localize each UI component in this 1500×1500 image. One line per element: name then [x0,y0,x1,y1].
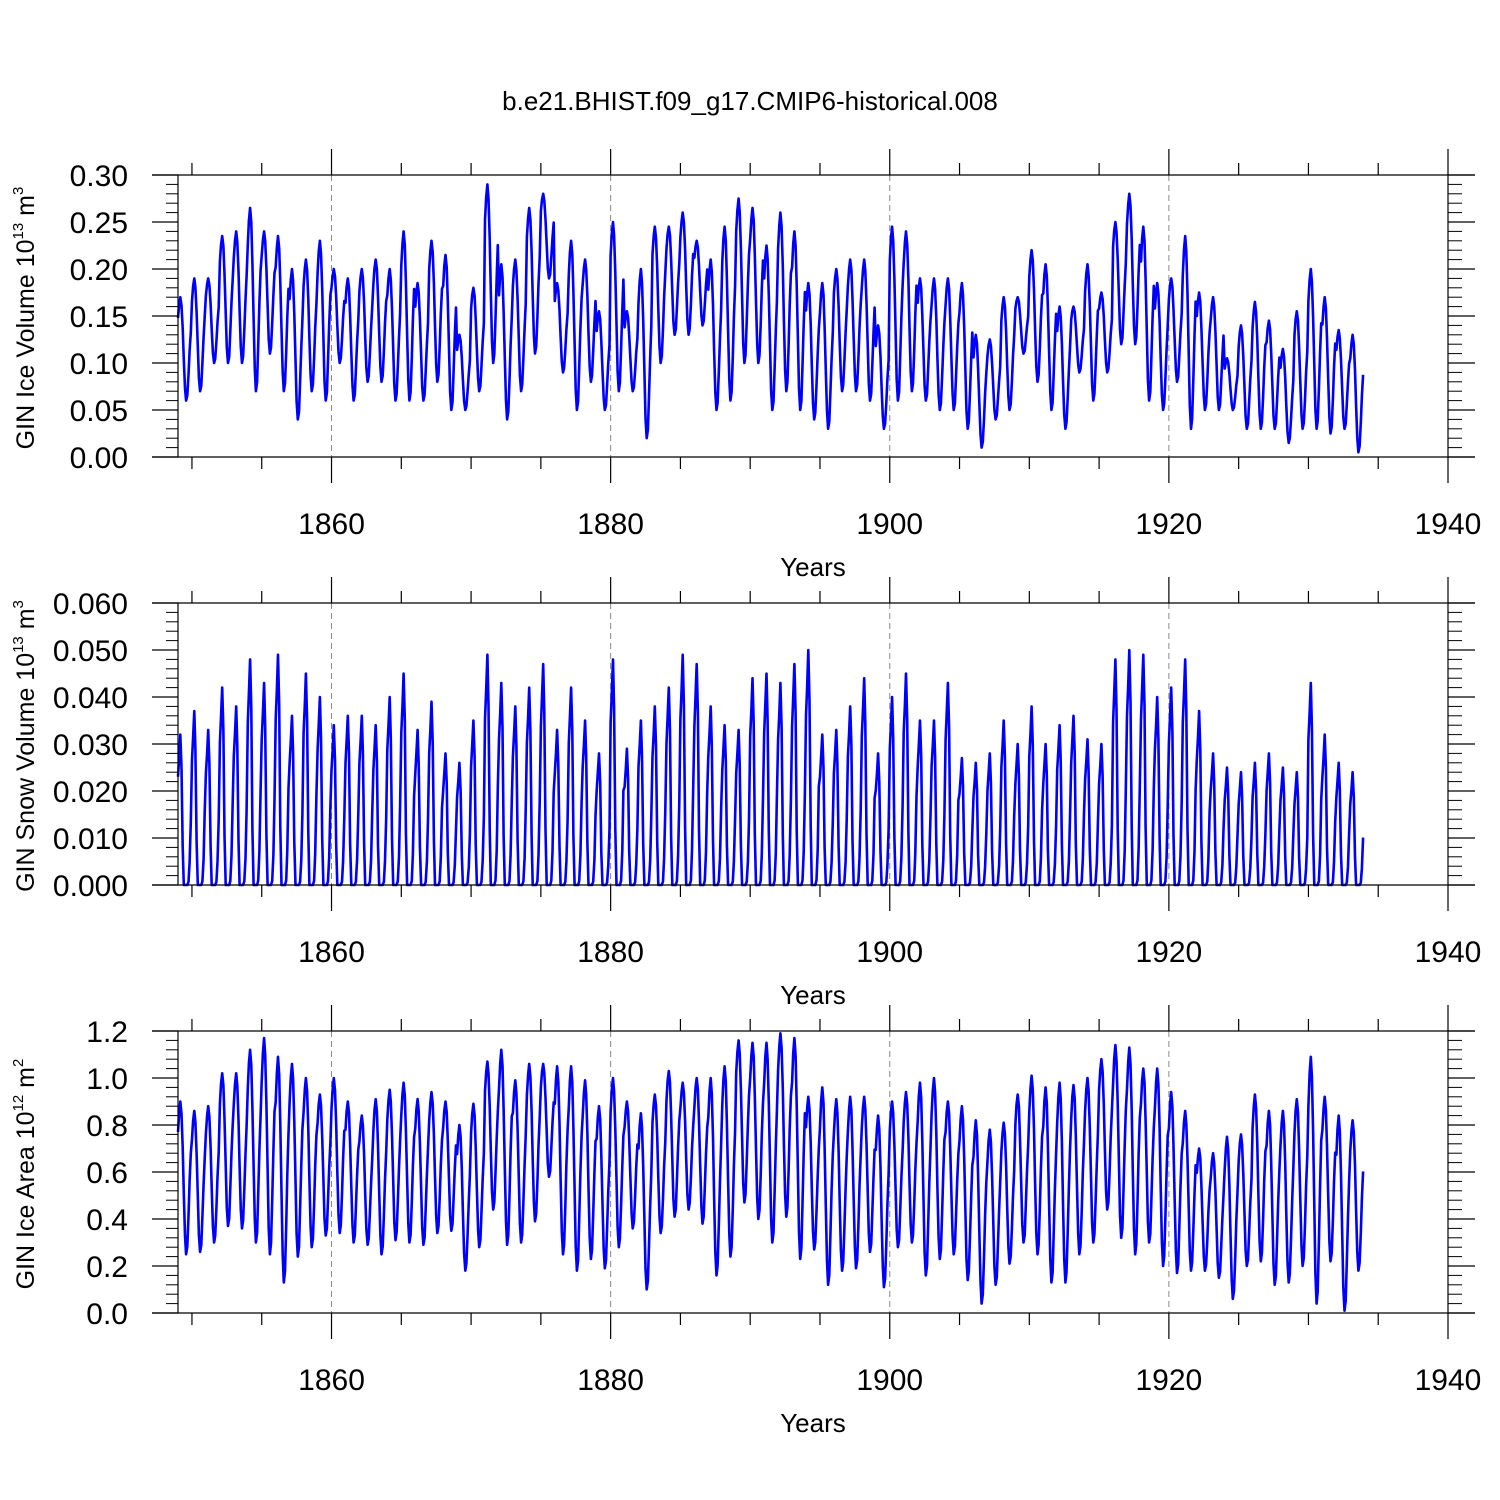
y-tick-label: 0.6 [86,1157,128,1190]
x-tick-label: 1940 [1415,936,1482,969]
y-tick-label: 0.0 [86,1298,128,1331]
y-tick-label: 0.25 [70,207,128,240]
y-tick-label: 0.4 [86,1204,128,1237]
y-tick-label: 0.20 [70,254,128,287]
x-tick-label: 1920 [1136,1364,1203,1397]
x-tick-label: 1860 [298,508,365,541]
x-axis-label: Years [780,1408,846,1438]
x-tick-label: 1920 [1136,936,1203,969]
y-tick-label: 0.05 [70,395,128,428]
y-axis-label: GIN Snow Volume 1013 m3 [10,600,40,892]
y-tick-label: 0.050 [53,635,128,668]
x-tick-label: 1880 [577,1364,644,1397]
series-line-gin-snow-volume [176,648,1365,887]
x-axis-label: Years [780,980,846,1010]
x-tick-label: 1880 [577,508,644,541]
x-tick-label: 1860 [298,936,365,969]
x-tick-label: 1860 [298,1364,365,1397]
y-tick-label: 0.8 [86,1110,128,1143]
panel-3: 0.0 0.2 0.4 0.6 0.8 1.0 1.2 1860 1880 1900 1920 194… [10,1005,1481,1438]
x-tick-label: 1920 [1136,508,1203,541]
chart-title: b.e21.BHIST.f09_g17.CMIP6-historical.008 [502,86,998,116]
y-tick-label: 1.2 [86,1016,128,1049]
y-tick-label: 0.000 [53,870,128,903]
panel-1: 0.00 0.05 0.10 0.15 0.20 0.25 0.30 1860 1880 1900… [10,149,1481,582]
y-axis-label: GIN Ice Volume 1013 m3 [10,187,40,450]
y-axis-label: GIN Ice Area 1012 m2 [10,1059,40,1290]
y-tick-label: 0.030 [53,729,128,762]
y-tick-label: 0.2 [86,1251,128,1284]
x-tick-label: 1940 [1415,1364,1482,1397]
x-tick-label: 1900 [856,936,923,969]
y-tick-label: 0.010 [53,823,128,856]
y-tick-label: 0.10 [70,348,128,381]
y-tick-label: 0.020 [53,776,128,809]
y-tick-label: 0.060 [53,588,128,621]
x-tick-label: 1900 [856,1364,923,1397]
y-tick-label: 0.15 [70,301,128,334]
y-tick-label: 0.30 [70,160,128,193]
series-line-gin-ice-volume [176,183,1365,454]
series-line-gin-ice-area [176,1032,1365,1312]
x-tick-label: 1880 [577,936,644,969]
y-tick-label: 1.0 [86,1063,128,1096]
y-tick-label: 0.00 [70,442,128,475]
x-axis-label: Years [780,552,846,582]
panels: 0.00 0.05 0.10 0.15 0.20 0.25 0.30 1860 1880 1900… [10,149,1481,1438]
panel-2: 0.000 0.010 0.020 0.030 0.040 0.050 0.060 1860 1… [10,577,1481,1010]
x-tick-label: 1940 [1415,508,1482,541]
y-tick-label: 0.040 [53,682,128,715]
x-tick-label: 1900 [856,508,923,541]
